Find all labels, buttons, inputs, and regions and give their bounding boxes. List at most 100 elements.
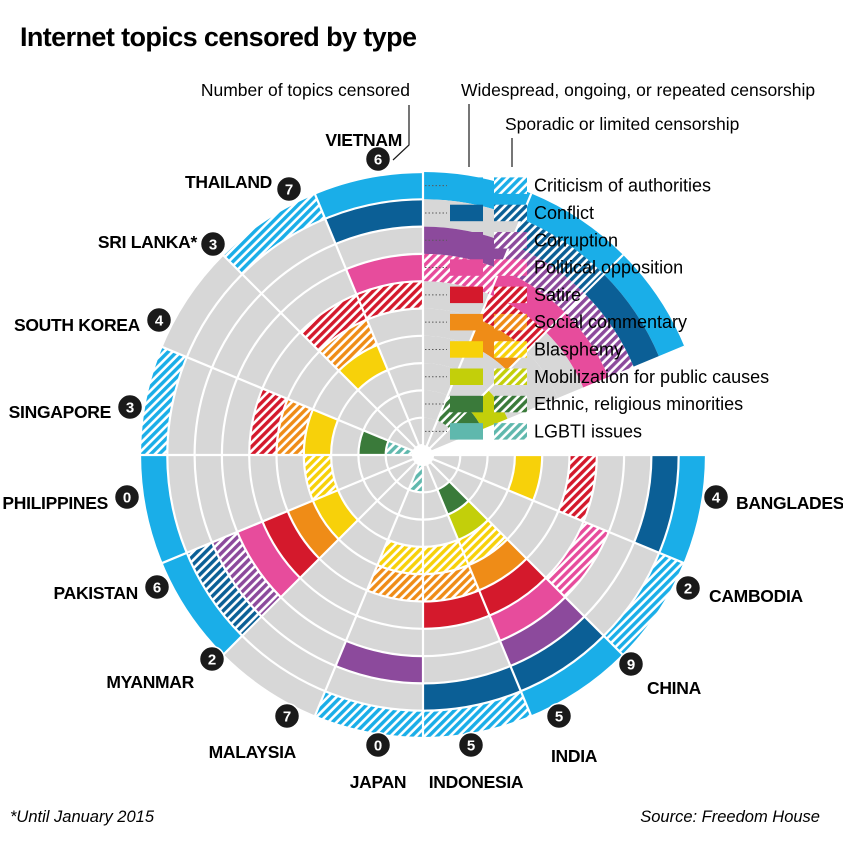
country-label-south-korea: SOUTH KOREA [14, 315, 141, 335]
count-badge-bangladesh [702, 483, 730, 511]
cell-myanmar-political-opposition [221, 455, 263, 532]
legend-swatch-hatched-lgbti-issues [494, 423, 527, 440]
cell-malaysia-corruption [211, 531, 281, 617]
chart-gridlines [138, 170, 708, 740]
count-badge-china [617, 650, 645, 678]
cell-india-satire [423, 590, 490, 629]
legend-swatch-hatched-social-commentary [494, 313, 527, 331]
count-value-india: 5 [555, 709, 563, 726]
cell-china-social-commentary [468, 539, 527, 591]
cell-myanmar-lgbti-issues [385, 455, 414, 470]
country-label-japan: JAPAN [350, 772, 407, 792]
cell-south-korea-political-opposition [346, 253, 423, 295]
country-badges: 6 VIETNAM 7 THAILAND 3 SRI LANKA* 4 SOUTH KOREA… [2, 130, 843, 792]
legend-swatch-hatched-corruption [494, 232, 527, 249]
cell-malaysia-conflict [186, 542, 262, 636]
legend-swatch-solid-ethnic-religious-minorities [450, 395, 483, 413]
legend-label-corruption: Corruption [534, 230, 618, 250]
cell-pakistan-satire [249, 388, 288, 455]
legend-label-political-opposition: Political opposition [534, 258, 683, 278]
count-value-china: 9 [627, 657, 635, 674]
legend-label-social-commentary: Social commentary [534, 312, 687, 332]
cell-vietnam-conflict [584, 274, 660, 368]
cell-singapore-social-commentary [319, 319, 378, 371]
cell-cambodia-blasphemy [487, 490, 534, 540]
legend-swatch-solid-mobilization-for-public-causes [450, 368, 483, 385]
count-value-vietnam: 6 [374, 152, 382, 169]
cell-japan-political-opposition [280, 577, 357, 641]
count-value-bangladesh: 4 [712, 490, 721, 507]
count-badge-south-korea [145, 306, 173, 334]
cell-myanmar-ethnic-religious-minorities [358, 455, 389, 480]
spoke-line [421, 454, 533, 717]
legend-swatch-hatched-criticism-of-authorities [494, 177, 527, 194]
cell-vietnam-satire [526, 332, 584, 399]
cell-south-korea-ethnic-religious-minorities [398, 390, 423, 421]
cell-philippines-conflict [186, 274, 262, 368]
legend-swatch-solid-lgbti-issues [450, 423, 483, 440]
legend-swatch-hatched-political-opposition [494, 259, 527, 276]
legend-label-criticism-of-authorities: Criticism of authorities [534, 176, 711, 196]
country-label-singapore: SINGAPORE [9, 402, 111, 422]
country-label-bangladesh: BANGLADESH [736, 493, 843, 513]
header-connectors [392, 104, 513, 167]
count-value-myanmar: 2 [208, 652, 216, 669]
cell-indonesia-mobilization-for-public-causes [387, 514, 423, 547]
count-value-thailand: 7 [285, 182, 293, 199]
cell-bangladesh-mobilization-for-public-causes [482, 455, 515, 491]
legend-label-mobilization-for-public-causes: Mobilization for public causes [534, 367, 769, 387]
cell-philippines-social-commentary [287, 351, 339, 410]
cell-china-satire [479, 558, 546, 616]
cell-vietnam-corruption [565, 293, 635, 379]
cell-cambodia-satire [526, 511, 584, 578]
legend-swatch-hatched-ethnic-religious-minorities [494, 395, 527, 413]
cell-philippines-political-opposition [237, 312, 301, 389]
legend-swatch-solid-criticism-of-authorities [450, 177, 483, 194]
count-badge-india [545, 702, 573, 730]
cell-japan-satire [300, 558, 367, 616]
count-badge-pakistan [143, 573, 171, 601]
cell-japan-lgbti-issues [396, 462, 420, 490]
count-value-pakistan: 6 [153, 580, 161, 597]
sporadic-header: Sporadic or limited censorship [505, 114, 739, 134]
country-label-indonesia: INDONESIA [429, 772, 524, 792]
cell-philippines-satire [262, 332, 320, 399]
cell-indonesia-blasphemy [377, 539, 423, 575]
cell-malaysia-political-opposition [237, 521, 301, 598]
country-label-malaysia: MALAYSIA [209, 742, 297, 762]
source-credit: Source: Freedom House [640, 808, 820, 826]
spoke-line [222, 254, 424, 456]
cell-cambodia-lgbti-issues [430, 458, 458, 482]
cell-indonesia-lgbti-issues [408, 464, 423, 493]
cell-india-blasphemy [423, 539, 469, 575]
spoke-line [313, 193, 425, 456]
legend-leaders [425, 185, 447, 432]
cell-indonesia-satire [356, 590, 423, 629]
cell-sri-lanka-ethnic-religious-minorities [423, 390, 448, 421]
cell-myanmar-mobilization-for-public-causes [331, 455, 364, 491]
cell-india-political-opposition [423, 615, 500, 657]
cell-china-blasphemy [458, 519, 508, 566]
count-badge-cambodia [674, 574, 702, 602]
legend-label-lgbti-issues: LGBTI issues [534, 421, 642, 441]
count-header: Number of topics censored [201, 80, 410, 100]
country-label-china: CHINA [647, 678, 702, 698]
country-label-thailand: THAILAND [185, 172, 272, 192]
count-value-malaysia: 7 [283, 709, 291, 726]
legend-swatch-solid-satire [450, 286, 483, 304]
widespread-header: Widespread, ongoing, or repeated censors… [461, 80, 815, 100]
cell-singapore-satire [300, 294, 367, 352]
cell-south-korea-lgbti-issues [408, 417, 423, 446]
spoke-line [222, 454, 424, 656]
count-value-indonesia: 5 [467, 738, 475, 755]
cell-thailand-conflict [510, 218, 604, 294]
cell-bangladesh-lgbti-issues [432, 455, 461, 470]
count-value-sri-lanka: 3 [209, 237, 217, 254]
cell-south-korea-criticism-of-authorities [314, 172, 423, 219]
country-label-india: INDIA [551, 746, 598, 766]
country-label-pakistan: PAKISTAN [54, 583, 138, 603]
count-badge-thailand [275, 175, 303, 203]
cell-india-ethnic-religious-minorities [423, 489, 448, 520]
legend-label-conflict: Conflict [534, 203, 594, 223]
